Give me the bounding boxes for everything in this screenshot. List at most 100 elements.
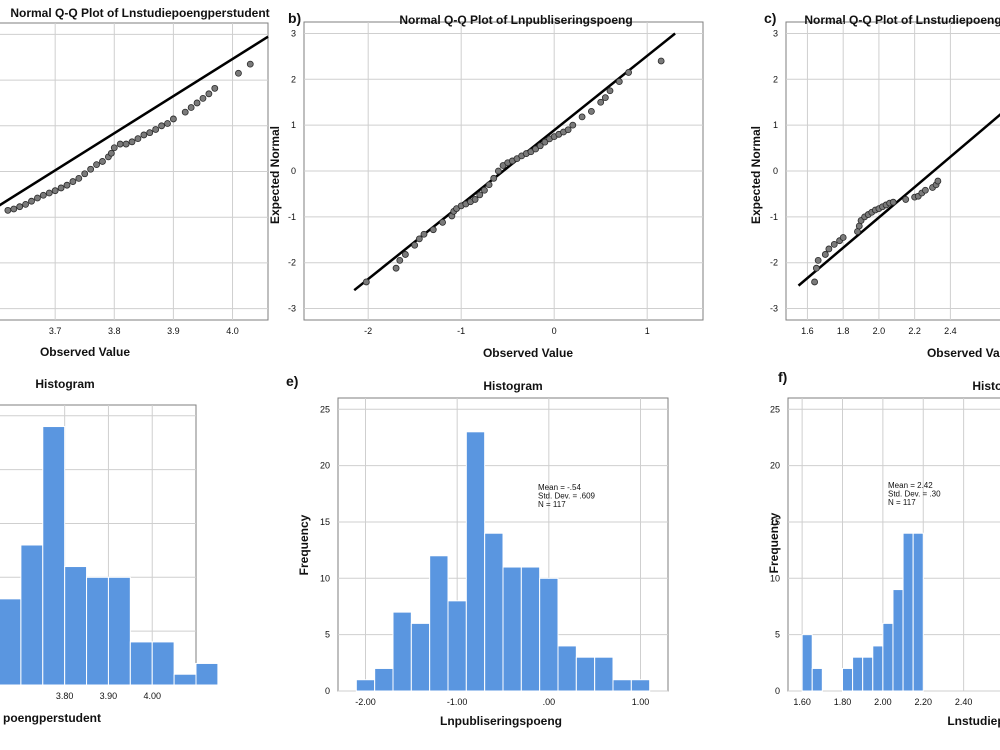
y-axis-label: Expected Normal [268, 126, 282, 224]
histogram-bar [612, 679, 632, 692]
histogram-bar [465, 431, 486, 692]
x-axis-label: Observed Value [927, 346, 1000, 360]
x-tick-label: 3.7 [49, 326, 62, 336]
data-point [362, 278, 370, 286]
panel-d: Histogram 3.80 3.90 4.00 poengperstudent [0, 365, 270, 750]
data-point [99, 158, 106, 165]
y-tick-label: 25 [320, 404, 330, 414]
chart-title: Normal Q-Q Plot of Lnpubliseringspoeng [399, 13, 632, 27]
y-tick-label: 0 [325, 686, 330, 696]
data-point [63, 181, 71, 189]
data-point [476, 191, 484, 199]
data-point [181, 108, 189, 116]
x-tick-label: 2.2 [908, 326, 921, 336]
histogram-bar [129, 641, 153, 686]
data-point [152, 126, 160, 133]
data-point [51, 187, 59, 195]
histogram-bar [557, 645, 577, 692]
data-point [889, 198, 897, 206]
histogram-bar [42, 426, 66, 686]
y-tick-label: -2 [770, 258, 778, 268]
qq-plot-c: Normal Q-Q Plot of Lnstudiepoengperstude… [749, 13, 1000, 360]
x-axis-label: Observed Value [40, 345, 130, 359]
x-tick-label: -2.00 [355, 697, 376, 707]
panel-c: c) Normal Q-Q Plot of Lnstudiepoengperst… [742, 0, 1000, 365]
y-tick-label: 15 [770, 517, 780, 527]
x-axis-label: Observed Value [483, 346, 573, 360]
data-point [536, 142, 544, 150]
panel-f: f) Histogram 0 5 10 15 20 25 1.60 1.80 2.00 2.20 2.… [742, 365, 1000, 750]
data-point [812, 264, 820, 272]
panel-letter-b: b) [288, 10, 302, 26]
histogram-bar [872, 645, 884, 692]
data-point [87, 165, 95, 173]
histogram-bar [86, 576, 109, 686]
chart-title: Normal Q-Q Plot of Lnstudiepoengperstude… [804, 13, 1000, 27]
histogram-d: Histogram 3.80 3.90 4.00 poengperstudent [0, 377, 219, 725]
data-point [902, 196, 910, 203]
histogram-bar [852, 656, 864, 692]
data-point [839, 234, 847, 241]
data-point [921, 186, 929, 194]
y-tick-label: 3 [291, 28, 296, 38]
data-point [814, 256, 822, 264]
data-point [193, 99, 201, 107]
stats-line: Mean = -.54 [538, 483, 581, 492]
histogram-bar [392, 611, 412, 692]
y-tick-label: 0 [291, 166, 296, 176]
data-point [10, 205, 18, 213]
data-point [134, 135, 142, 143]
data-point [854, 228, 861, 235]
data-point [597, 98, 605, 106]
histogram-bar [64, 566, 88, 686]
histogram-bar [912, 532, 924, 692]
x-tick-label: -1 [457, 326, 465, 336]
data-point [821, 251, 829, 258]
data-point [116, 140, 124, 148]
x-tick-label: 4.00 [143, 691, 161, 701]
data-point [934, 177, 942, 185]
chart-title: Histogram [483, 379, 542, 393]
data-point [569, 121, 577, 129]
histogram-bar [811, 667, 823, 692]
histogram-bar [195, 662, 219, 686]
x-tick-label: 2.20 [914, 697, 932, 707]
data-point [657, 57, 665, 65]
x-tick-label: 1.80 [834, 697, 852, 707]
y-tick-label: 0 [775, 686, 780, 696]
data-point [811, 278, 818, 286]
chart-title: Histogram [35, 377, 94, 391]
y-tick-label: 20 [770, 461, 780, 471]
data-point [205, 90, 213, 98]
y-tick-label: 2 [291, 74, 296, 84]
y-axis-label: Expected Normal [749, 126, 763, 224]
histogram-bar [355, 679, 376, 692]
data-point [541, 138, 549, 146]
x-axis-label: poengperstudent [3, 711, 101, 725]
data-point [411, 241, 419, 249]
data-point [4, 206, 12, 214]
x-tick-label: 3.80 [56, 691, 74, 701]
histogram-bar [0, 598, 22, 686]
histogram-bar [374, 667, 394, 692]
data-point [107, 149, 115, 157]
histogram-bar [575, 656, 596, 692]
data-point [587, 108, 595, 115]
data-point [830, 240, 838, 248]
data-point [170, 115, 177, 123]
y-tick-label: -2 [288, 258, 296, 268]
data-point [532, 145, 539, 153]
x-tick-label: 3.9 [167, 326, 180, 336]
x-tick-label: 2.0 [873, 326, 886, 336]
x-tick-label: 2.00 [874, 697, 892, 707]
data-point [34, 194, 41, 202]
x-tick-label: .00 [543, 697, 556, 707]
data-point [81, 170, 89, 178]
data-point [146, 129, 154, 137]
histogram-bar [429, 555, 449, 692]
data-point [392, 264, 400, 272]
data-point [45, 189, 53, 197]
panel-letter-c: c) [764, 10, 777, 26]
data-point [825, 245, 833, 253]
y-tick-label: -1 [288, 212, 296, 222]
